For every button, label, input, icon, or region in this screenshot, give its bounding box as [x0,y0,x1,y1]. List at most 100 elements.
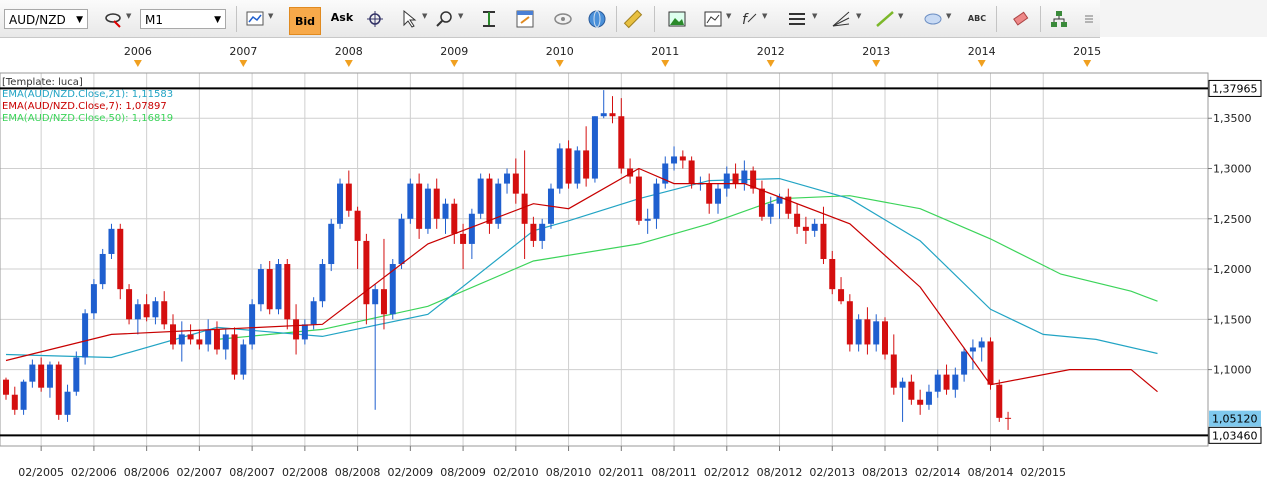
candle-body[interactable] [161,301,168,325]
candle-body[interactable] [301,324,308,340]
candle[interactable] [64,384,71,422]
candle-body[interactable] [249,304,256,345]
candle[interactable] [3,377,9,400]
candle[interactable] [407,178,414,224]
candle[interactable] [328,218,335,272]
candle[interactable] [380,238,387,330]
candle[interactable] [934,369,941,398]
candle-body[interactable] [855,319,862,345]
candle-body[interactable] [820,223,827,259]
candle[interactable] [187,324,194,345]
candle-body[interactable] [530,223,537,241]
candle[interactable] [55,361,62,420]
candle-body[interactable] [838,289,845,302]
candle-body[interactable] [372,289,379,305]
candle-body[interactable] [213,329,220,350]
candle[interactable] [337,178,344,229]
candle[interactable] [556,143,563,194]
candle-body[interactable] [618,116,625,169]
candle[interactable] [240,339,247,380]
candle[interactable] [73,351,80,396]
candle[interactable] [609,96,616,124]
candle-body[interactable] [609,113,616,117]
candle-body[interactable] [556,148,563,189]
candle[interactable] [627,158,634,184]
candle-body[interactable] [38,364,45,388]
candle[interactable] [758,180,765,221]
candle[interactable] [512,158,519,204]
candle[interactable] [90,279,97,320]
candle[interactable] [257,264,264,312]
candle[interactable] [301,319,308,345]
ellipse-icon[interactable] [922,8,944,30]
candle[interactable] [389,258,396,320]
price-chart[interactable]: 2006 2007 2008 2009 2010 2011 2012 2013 2014 2015… [0,38,1267,485]
candle-body[interactable] [55,364,62,415]
candle-body[interactable] [521,193,528,224]
fibonacci-icon[interactable] [830,8,852,30]
candle[interactable] [424,183,431,234]
candle[interactable] [354,206,361,270]
candle[interactable] [451,198,458,244]
candle[interactable] [205,319,212,352]
candle-body[interactable] [512,173,519,194]
candle-body[interactable] [723,173,730,189]
candle-body[interactable] [934,374,941,392]
candle[interactable] [679,150,686,169]
candle[interactable] [706,173,713,214]
globe-icon[interactable] [586,8,608,30]
candle[interactable] [504,168,511,194]
candle-body[interactable] [117,228,124,290]
candle-body[interactable] [917,399,924,405]
candle-body[interactable] [539,223,546,241]
candle[interactable] [249,299,256,350]
candle[interactable] [635,168,642,225]
candle[interactable] [723,166,730,197]
candle-body[interactable] [90,284,97,314]
candle-body[interactable] [257,269,264,305]
candle-body[interactable] [46,364,53,388]
candle-body[interactable] [794,213,801,227]
candle[interactable] [600,90,607,119]
candle-body[interactable] [64,391,71,415]
candle-body[interactable] [635,176,642,221]
candle-body[interactable] [99,253,106,285]
candle-body[interactable] [178,334,185,345]
candle-body[interactable] [943,374,950,390]
candle-body[interactable] [767,203,774,217]
candle[interactable] [644,208,651,234]
candle[interactable] [855,314,862,352]
candle[interactable] [829,250,836,295]
candle-body[interactable] [380,289,387,315]
eye-icon[interactable] [552,8,574,30]
crosshair-icon[interactable] [364,8,386,30]
candle[interactable] [671,146,678,171]
candle[interactable] [416,173,423,239]
candle-body[interactable] [152,301,159,318]
candle-body[interactable] [802,226,809,231]
options-icon[interactable] [1078,8,1100,30]
chevron-down-icon[interactable]: ▼ [268,12,274,20]
candle-body[interactable] [134,304,141,320]
eraser-icon[interactable] [1010,8,1032,30]
candle[interactable] [11,386,18,415]
candle[interactable] [565,140,572,189]
candle[interactable] [820,206,827,265]
candle-body[interactable] [776,196,783,204]
chevron-down-icon[interactable]: ▼ [422,12,428,20]
chevron-down-icon[interactable]: ▼ [726,12,732,20]
candle[interactable] [978,337,985,362]
cursor-icon[interactable] [398,8,420,30]
candle-body[interactable] [864,319,871,345]
candle[interactable] [126,284,133,325]
template-icon[interactable] [514,8,536,30]
candles[interactable] [3,90,1012,430]
candle-body[interactable] [591,116,598,179]
candle[interactable] [117,223,124,300]
chevron-down-icon[interactable]: ▼ [126,12,132,20]
candle-body[interactable] [811,223,818,231]
candle-body[interactable] [240,344,247,375]
candle[interactable] [750,166,757,194]
candle-body[interactable] [73,357,80,392]
candle[interactable] [161,291,168,330]
